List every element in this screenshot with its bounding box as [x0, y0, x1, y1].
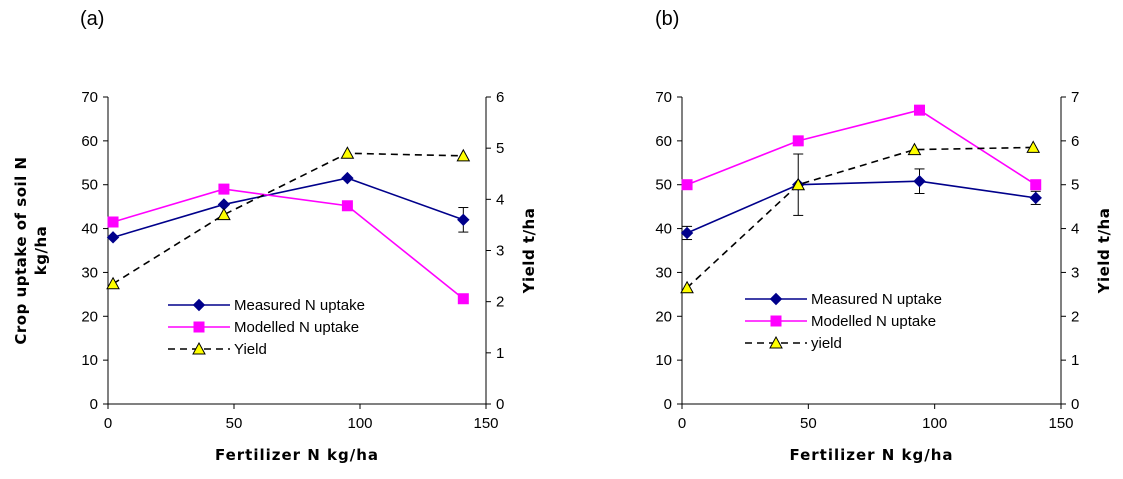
legend-label: Yield [234, 341, 267, 358]
x-axis-title: Fertilizer N kg/ha [789, 446, 953, 464]
data-point [341, 171, 354, 185]
data-point [340, 146, 355, 159]
series-line [686, 109, 1037, 186]
y2-tick-label: 0 [1071, 396, 1079, 413]
data-point [341, 200, 353, 212]
panel-label: (a) [80, 8, 104, 30]
legend-marker [192, 341, 206, 355]
y2-tick-label: 3 [1071, 264, 1079, 281]
y2-tick-label: 6 [496, 89, 504, 106]
y-tick-label: 70 [81, 89, 98, 106]
y-tick-label: 40 [655, 221, 672, 238]
data-point [106, 276, 120, 290]
legend-label: Modelled N uptake [811, 313, 936, 330]
legend-label: Measured N uptake [234, 297, 365, 314]
y2-tick-label: 2 [496, 294, 504, 311]
data-point [907, 142, 922, 156]
y2-tick-label: 5 [1071, 177, 1079, 194]
y-tick-label: 20 [655, 308, 672, 325]
y-tick-label: 50 [655, 177, 672, 194]
legend-label: Measured N uptake [811, 291, 942, 308]
y2-tick-label: 2 [1071, 308, 1079, 325]
legend: Measured N uptake Modelled N uptake Yield [168, 297, 365, 358]
data-point [218, 183, 230, 195]
x-tick-label: 100 [347, 415, 372, 432]
legend-marker [193, 321, 205, 333]
legend-label: Modelled N uptake [234, 319, 359, 336]
data-point [456, 148, 471, 162]
data-point [681, 179, 693, 191]
data-point [680, 226, 694, 240]
legend-marker [192, 298, 206, 312]
y2-tick-label: 7 [1071, 89, 1079, 106]
x-tick-label: 100 [922, 415, 947, 432]
y-tick-label: 70 [655, 89, 672, 106]
y-tick-label: 0 [664, 396, 672, 413]
y-axis-title: kg/ha [32, 226, 50, 276]
x-tick-label: 0 [678, 415, 686, 432]
y2-tick-label: 3 [496, 243, 504, 260]
x-tick-label: 0 [104, 415, 112, 432]
x-tick-label: 50 [226, 415, 243, 432]
data-point [217, 207, 231, 221]
x-tick-label: 150 [473, 415, 498, 432]
y2-tick-label: 1 [1071, 352, 1079, 369]
y2-axis-title: Yield t/ha [1095, 208, 1113, 295]
series-modelled-n-uptake [681, 104, 1042, 191]
series-yield [680, 140, 1041, 294]
y-tick-label: 50 [81, 177, 98, 194]
legend-label: yield [811, 335, 842, 352]
x-tick-label: 50 [800, 415, 817, 432]
y2-tick-label: 4 [496, 191, 504, 208]
series-measured-n-uptake [680, 153, 1042, 241]
y-tick-label: 20 [81, 308, 98, 325]
series-measured-n-uptake [106, 171, 470, 244]
y2-tick-label: 1 [496, 345, 504, 362]
data-point [914, 104, 926, 116]
x-axis-title: Fertilizer N kg/ha [215, 446, 379, 464]
panel-label: (b) [655, 8, 679, 30]
data-point [1030, 179, 1042, 191]
y-tick-label: 0 [90, 396, 98, 413]
y-tick-label: 10 [655, 352, 672, 369]
data-point [1026, 140, 1041, 153]
legend: Measured N uptake Modelled N uptake yield [745, 291, 942, 352]
y2-tick-label: 0 [496, 396, 504, 413]
legend-marker [770, 315, 782, 327]
legend-marker [769, 292, 783, 306]
legend-marker [769, 335, 783, 349]
series-line [112, 188, 464, 300]
series-line [686, 146, 1034, 289]
data-point [107, 216, 119, 228]
y2-tick-label: 6 [1071, 133, 1079, 150]
series-yield [106, 146, 471, 290]
y-tick-label: 60 [81, 133, 98, 150]
series-modelled-n-uptake [107, 183, 469, 305]
series-line [112, 177, 464, 239]
y-tick-label: 40 [81, 221, 98, 238]
y-tick-label: 30 [81, 264, 98, 281]
y2-axis-title: Yield t/ha [520, 208, 538, 295]
data-point [106, 231, 120, 244]
series-line [686, 180, 1036, 234]
data-point [680, 280, 694, 294]
data-point [457, 213, 470, 227]
x-tick-label: 150 [1048, 415, 1073, 432]
data-point [791, 177, 806, 191]
y-tick-label: 30 [655, 264, 672, 281]
data-point [792, 135, 804, 147]
y-tick-label: 10 [81, 352, 98, 369]
y2-tick-label: 5 [496, 140, 504, 157]
data-point [913, 174, 926, 188]
y2-tick-label: 4 [1071, 221, 1079, 238]
data-point [457, 293, 469, 305]
y-axis-title: Crop uptake of soil N [12, 156, 30, 344]
data-point [1029, 191, 1042, 205]
series-line [112, 152, 464, 285]
y-tick-label: 60 [655, 133, 672, 150]
